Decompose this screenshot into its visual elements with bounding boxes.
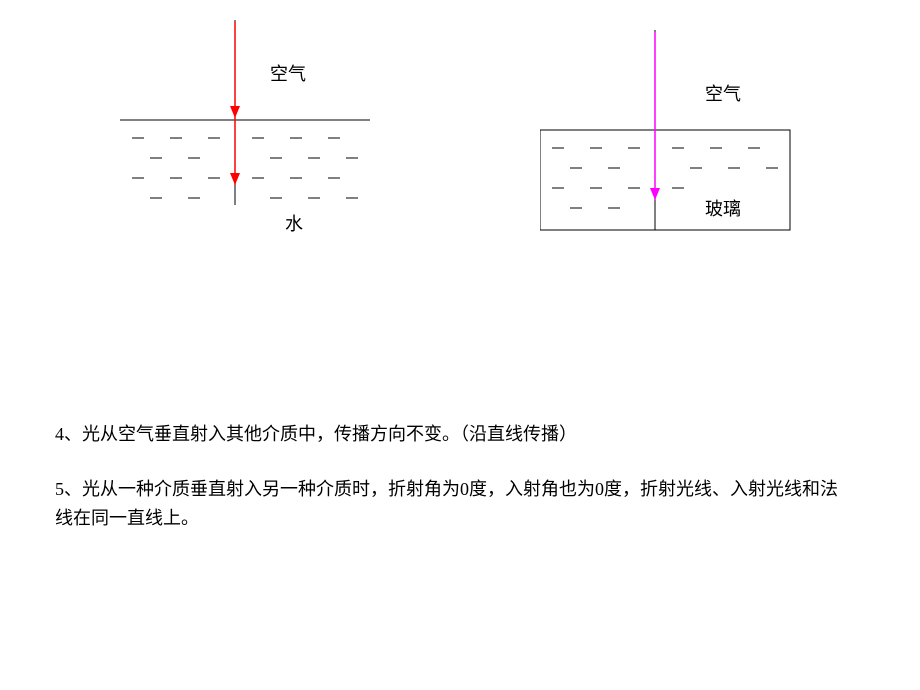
- water-diagram-svg: [120, 20, 380, 250]
- text-point-4: 4、光从空气垂直射入其他介质中，传播方向不变。（沿直线传播）: [55, 420, 577, 449]
- glass-container: [540, 130, 790, 230]
- arrow-icon: [650, 188, 660, 200]
- air-label: 空气: [270, 60, 306, 86]
- glass-diagram-svg: [540, 30, 800, 240]
- air-label: 空气: [705, 80, 741, 106]
- water-dashes: [132, 138, 358, 198]
- text-point-5: 5、光从一种介质垂直射入另一种介质时，折射角为0度，入射角也为0度，折射光线、入…: [55, 475, 855, 533]
- arrow-icon: [230, 173, 240, 185]
- arrow-icon: [230, 106, 240, 118]
- glass-diagram: 空气 玻璃: [540, 30, 800, 245]
- water-diagram: 空气 水: [120, 20, 380, 255]
- glass-dashes: [552, 148, 778, 208]
- medium-label: 水: [285, 210, 303, 236]
- medium-label: 玻璃: [705, 195, 741, 221]
